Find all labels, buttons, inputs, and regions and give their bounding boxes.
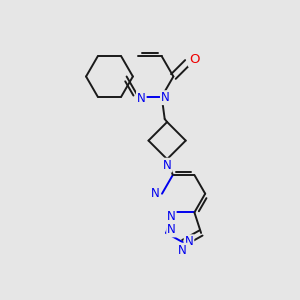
Text: O: O [189, 53, 199, 66]
Text: N: N [167, 224, 176, 236]
Text: N: N [178, 244, 187, 257]
Text: N: N [163, 159, 172, 172]
Text: N: N [161, 91, 170, 104]
Text: N: N [151, 187, 160, 200]
Text: N: N [137, 92, 146, 105]
Text: N: N [184, 235, 194, 248]
Text: N: N [167, 210, 176, 224]
